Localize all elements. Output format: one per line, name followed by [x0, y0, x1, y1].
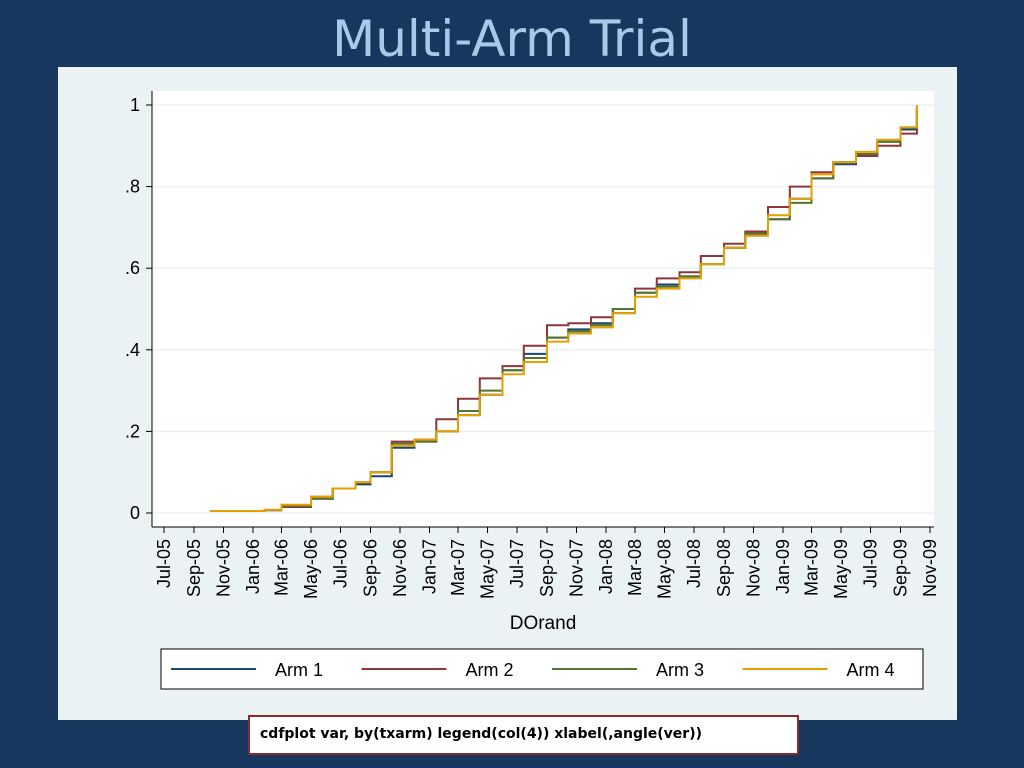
x-tick-label: May-08 [655, 539, 675, 599]
y-tick-label: .2 [125, 421, 140, 441]
x-tick-label: Nov-07 [566, 539, 586, 597]
x-tick-label: Mar-07 [448, 539, 468, 596]
x-tick-label: May-09 [831, 539, 851, 599]
x-tick-label: Jan-06 [243, 539, 263, 594]
x-tick-label: Jul-06 [331, 539, 351, 588]
legend-label-arm-3: Arm 3 [656, 660, 704, 680]
legend-label-arm-2: Arm 2 [465, 660, 513, 680]
cdf-chart: 0 .2 .4 .6 .8 1 Jul-05 Sep-05 Nov-05 Jan-06 Mar-06… [125, 91, 940, 690]
y-tick-label: 1 [130, 95, 140, 115]
y-tick-label: .4 [125, 340, 140, 360]
x-tick-label: Jul-07 [507, 539, 527, 588]
x-tick-label: Sep-09 [891, 539, 911, 597]
x-tick-label: Nov-05 [213, 539, 233, 597]
x-tick-label: Jul-09 [861, 539, 881, 588]
x-tick-label: Jul-08 [684, 539, 704, 588]
x-tick-label: Jan-07 [419, 539, 439, 594]
series-line-arm-4 [210, 105, 918, 512]
x-tick-label: Jan-08 [596, 539, 616, 594]
x-tick-label: May-07 [478, 539, 498, 599]
x-axis-title: DOrand [510, 613, 577, 634]
x-tick-label: Sep-07 [537, 539, 557, 597]
legend-label-arm-1: Arm 1 [275, 660, 323, 680]
y-tick-label: .6 [125, 258, 140, 278]
slide-title: Multi-Arm Trial [332, 10, 692, 68]
x-tick-label: May-06 [301, 539, 321, 599]
x-tick-label: Nov-09 [920, 539, 940, 597]
x-tick-label: Sep-06 [360, 539, 380, 597]
y-tick-label: .8 [125, 177, 140, 197]
x-tick-label: Mar-06 [272, 539, 292, 596]
x-tick-label: Mar-08 [625, 539, 645, 596]
y-tick-label: 0 [130, 503, 140, 523]
x-tick-label: Mar-09 [802, 539, 822, 596]
chart-panel: 0 .2 .4 .6 .8 1 Jul-05 Sep-05 Nov-05 Jan-06 Mar-06… [58, 67, 957, 720]
x-tick-label: Nov-06 [390, 539, 410, 597]
x-tick-label: Nov-08 [743, 539, 763, 597]
plot-area [152, 91, 934, 527]
x-tick-label: Jul-05 [154, 539, 174, 588]
x-tick-label: Jan-09 [773, 539, 793, 594]
command-caption: cdfplot var, by(txarm) legend(col(4)) xl… [248, 715, 799, 755]
x-tick-label: Sep-05 [184, 539, 204, 597]
legend-label-arm-4: Arm 4 [846, 660, 894, 680]
x-tick-label: Sep-08 [714, 539, 734, 597]
